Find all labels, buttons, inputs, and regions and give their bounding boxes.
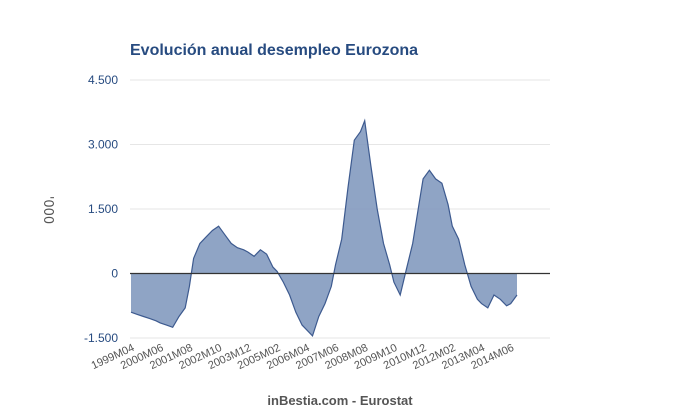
chart-title: Evolución anual desempleo Eurozona — [130, 42, 418, 59]
y-axis-ticks: -1.500 0 1.500 3.000 4.500 — [84, 73, 118, 345]
y-tick-label: 0 — [111, 267, 118, 281]
y-tick-label: 1.500 — [88, 202, 118, 216]
series-area — [131, 120, 517, 336]
y-tick-label: 4.500 — [88, 73, 118, 87]
gridlines — [130, 79, 550, 339]
y-tick-label: 3.000 — [88, 138, 118, 152]
series-line — [130, 118, 518, 338]
x-axis-ticks: 1999M042000M062001M082002M102003M122005M… — [90, 342, 516, 372]
source-label: inBestia.com - Eurostat — [267, 393, 413, 408]
y-axis-label: '000 — [40, 196, 55, 224]
y-tick-label: -1.500 — [84, 331, 118, 345]
